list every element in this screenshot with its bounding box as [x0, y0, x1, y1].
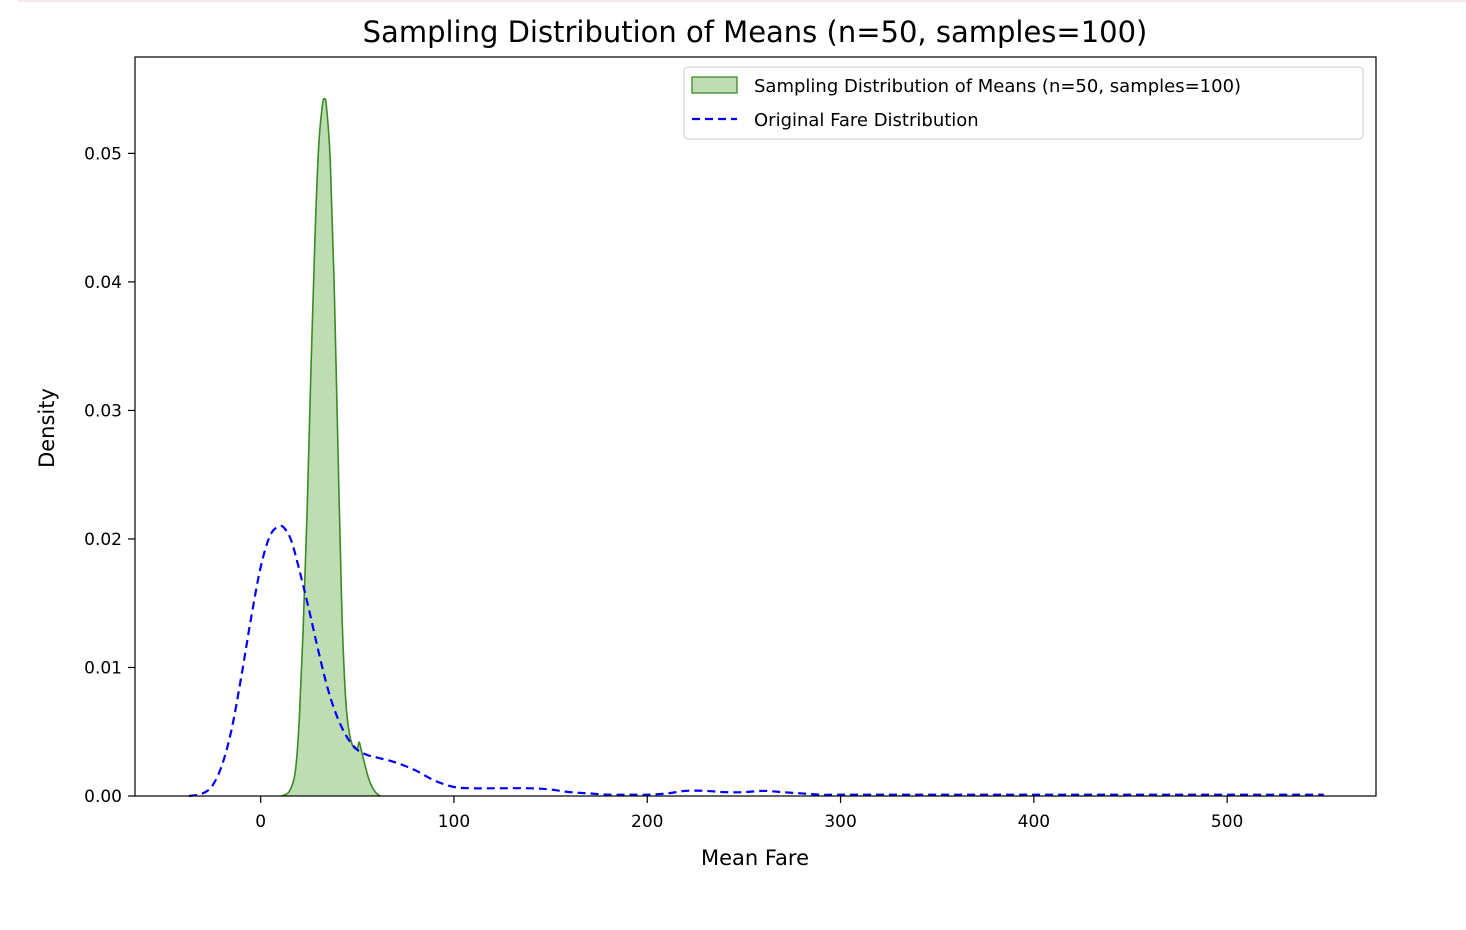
legend: Sampling Distribution of Means (n=50, sa… — [683, 66, 1364, 140]
x-tick-label: 500 — [1211, 812, 1243, 832]
legend-label-sampling: Sampling Distribution of Means (n=50, sa… — [754, 76, 1241, 97]
y-tick-label: 0.01 — [84, 658, 122, 678]
legend-frame — [683, 66, 1364, 140]
x-tick-label: 100 — [438, 812, 470, 832]
y-tick-label: 0.04 — [84, 273, 122, 293]
y-axis-label: Density — [35, 388, 59, 468]
y-tick-label: 0.05 — [84, 144, 122, 164]
series-line-original-fare-distribution — [188, 524, 1324, 798]
chart-title: Sampling Distribution of Means (n=50, sa… — [363, 15, 1148, 49]
y-tick-label: 0.02 — [84, 530, 122, 550]
y-axis-ticks: 0.00 0.01 0.02 0.03 0.04 0.05 — [84, 144, 135, 807]
plot-area — [188, 98, 1324, 798]
legend-swatch-sampling — [691, 76, 738, 94]
series-fill-sampling-distribution — [281, 98, 381, 797]
x-axis-ticks: 0 100 200 300 400 500 — [255, 796, 1243, 832]
legend-label-original: Original Fare Distribution — [754, 110, 979, 131]
plot-frame — [134, 56, 1377, 797]
x-tick-label: 400 — [1018, 812, 1050, 832]
x-tick-label: 0 — [255, 812, 266, 832]
y-tick-label: 0.03 — [84, 401, 122, 421]
x-tick-label: 200 — [631, 812, 663, 832]
top-rule — [18, 0, 1466, 2]
x-axis-label: Mean Fare — [701, 846, 809, 870]
x-tick-label: 300 — [824, 812, 856, 832]
series-line-sampling-distribution — [281, 98, 381, 797]
y-tick-label: 0.00 — [84, 787, 122, 807]
